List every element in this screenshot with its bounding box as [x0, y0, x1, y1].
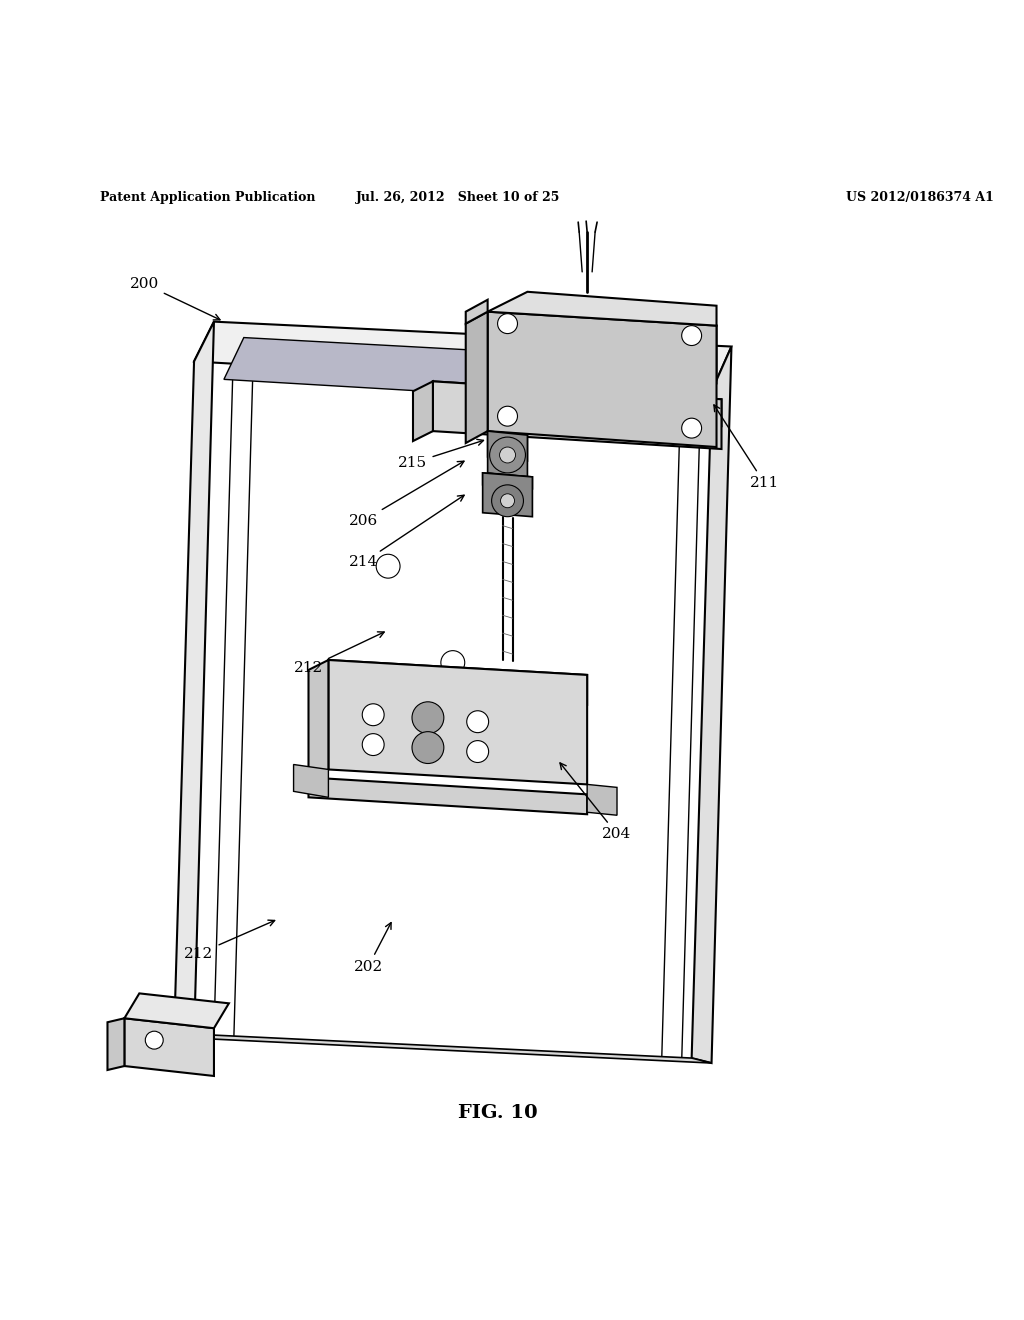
Circle shape — [467, 741, 488, 763]
Polygon shape — [308, 660, 329, 777]
Polygon shape — [174, 322, 214, 1038]
Text: FIG. 10: FIG. 10 — [458, 1104, 538, 1122]
Circle shape — [498, 407, 517, 426]
Polygon shape — [224, 338, 682, 405]
Circle shape — [492, 484, 523, 516]
Polygon shape — [108, 1018, 124, 1071]
Text: 211: 211 — [714, 405, 779, 490]
Polygon shape — [294, 764, 329, 797]
Polygon shape — [413, 381, 433, 441]
Polygon shape — [433, 381, 722, 449]
Polygon shape — [466, 300, 487, 323]
Text: 202: 202 — [353, 923, 391, 974]
Circle shape — [511, 755, 535, 779]
Text: 200: 200 — [130, 277, 220, 319]
Circle shape — [362, 704, 384, 726]
Polygon shape — [124, 1018, 214, 1076]
Text: 204: 204 — [560, 763, 632, 841]
Text: Jul. 26, 2012   Sheet 10 of 25: Jul. 26, 2012 Sheet 10 of 25 — [355, 191, 560, 203]
Text: 212: 212 — [294, 632, 384, 675]
Polygon shape — [466, 312, 487, 444]
Circle shape — [467, 710, 488, 733]
Circle shape — [376, 554, 400, 578]
Polygon shape — [329, 660, 587, 784]
Text: 214: 214 — [348, 495, 464, 569]
Polygon shape — [691, 347, 731, 1063]
Circle shape — [441, 651, 465, 675]
Circle shape — [500, 447, 515, 463]
Circle shape — [682, 418, 701, 438]
Polygon shape — [487, 312, 717, 383]
Polygon shape — [174, 1034, 712, 1063]
Circle shape — [682, 326, 701, 346]
Circle shape — [412, 702, 443, 734]
Text: 215: 215 — [398, 440, 483, 470]
Circle shape — [489, 437, 525, 473]
Text: Patent Application Publication: Patent Application Publication — [99, 191, 315, 203]
Text: 212: 212 — [184, 920, 274, 961]
Polygon shape — [482, 473, 532, 516]
Polygon shape — [124, 994, 229, 1028]
Polygon shape — [587, 784, 617, 816]
Polygon shape — [308, 777, 587, 814]
Text: 206: 206 — [348, 461, 464, 528]
Polygon shape — [433, 381, 722, 426]
Circle shape — [501, 494, 514, 508]
Circle shape — [412, 731, 443, 763]
Polygon shape — [195, 322, 731, 391]
Polygon shape — [487, 292, 717, 326]
Text: US 2012/0186374 A1: US 2012/0186374 A1 — [846, 191, 993, 203]
Polygon shape — [482, 473, 532, 488]
Polygon shape — [487, 432, 527, 461]
Circle shape — [145, 1031, 163, 1049]
Polygon shape — [329, 660, 587, 705]
Polygon shape — [487, 432, 527, 477]
Circle shape — [498, 314, 517, 334]
Circle shape — [362, 734, 384, 755]
Polygon shape — [487, 312, 717, 447]
